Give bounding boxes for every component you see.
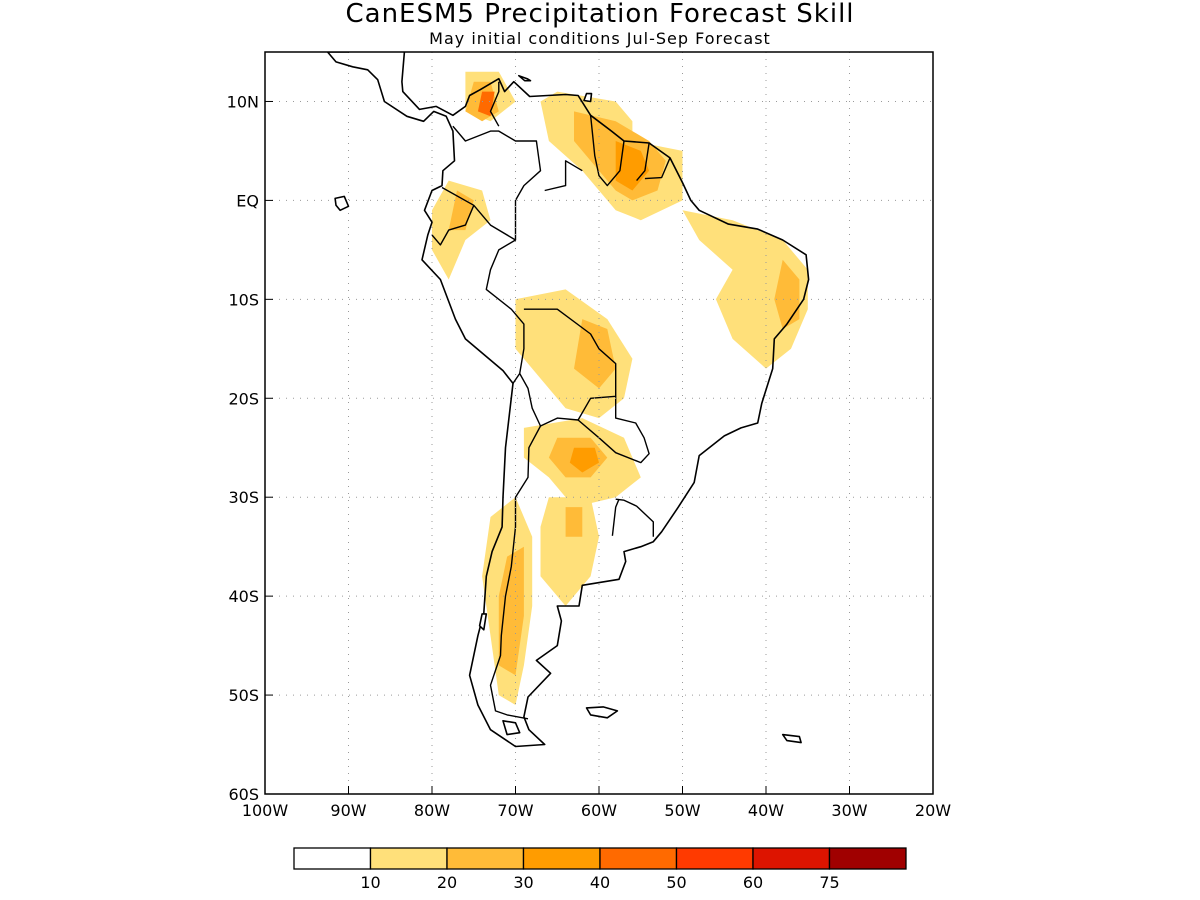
legend-swatch [675,847,754,870]
grid-lines [265,52,933,794]
x-tick-label: 30W [831,801,867,820]
island-outline [517,74,532,82]
x-tick-label: 90W [330,801,366,820]
legend-swatch [522,847,601,870]
skill-area-10 [515,289,633,419]
skill-area-20 [774,259,800,329]
x-tick-label: 70W [497,801,533,820]
y-tick-label: 30S [228,488,259,507]
coastline-layer [326,52,810,748]
y-tick-label: 40S [228,587,259,606]
country-border [577,396,650,464]
x-tick-label: 20W [915,801,951,820]
skill-area-20 [565,507,583,537]
country-border [485,239,525,384]
island-outline [334,195,350,212]
skill-area-30 [569,447,599,473]
skill-area-10 [540,497,599,606]
country-borders [431,81,671,720]
y-tick-label: 10S [228,290,259,309]
colorbar-legend: 10 20 30 40 50 60 75 [293,847,907,892]
island-outline [478,613,488,631]
map-subtitle: May initial conditions Jul-Sep Forecast [429,29,771,48]
legend-swatch [828,847,907,870]
legend-label: 30 [513,873,533,892]
country-border [644,157,671,180]
island-outline [585,706,619,719]
country-border [615,498,654,537]
country-border [489,81,500,127]
x-tick-label: 40W [748,801,784,820]
skill-area-20 [574,319,616,389]
country-border [611,498,620,536]
x-tick-label: 60W [581,801,617,820]
island-outline [781,733,802,744]
country-border [489,425,542,720]
y-tick-label: 10N [227,92,259,111]
country-border [589,115,625,187]
x-tick-label: 50W [664,801,700,820]
legend-swatch [293,847,372,870]
country-border [441,125,542,241]
legend-label: 50 [666,873,686,892]
skill-area-10 [682,210,808,369]
legend-label: 40 [590,873,610,892]
x-tick-label: 80W [414,801,450,820]
legend-label: 75 [819,873,839,892]
island-outline [502,719,521,736]
x-tick-label: 100W [242,801,289,820]
country-border [519,308,617,427]
legend-swatch [369,847,448,870]
skill-area-30 [615,141,650,191]
island-outline [583,92,593,103]
country-border [544,160,583,192]
legend-swatch [752,847,831,870]
legend-swatch [446,847,525,870]
y-tick-label: 50S [228,686,259,705]
country-border [636,142,650,182]
longitude-ticks: 100W 90W 80W 70W 60W 50W 40W 30W 20W [242,786,951,820]
y-tick-label: 60S [228,785,259,804]
y-tick-label: EQ [236,191,259,210]
country-border [431,205,475,246]
latitude-ticks: 10N EQ 10S 20S 30S 40S 50S 60S [227,92,273,804]
legend-label: 10 [360,873,380,892]
map-title: CanESM5 Precipitation Forecast Skill [345,0,854,29]
y-tick-label: 20S [228,389,259,408]
coastline [326,52,810,748]
legend-swatch [599,847,678,870]
legend-label: 60 [743,873,763,892]
legend-label: 20 [437,873,457,892]
map-area [265,52,933,794]
skill-area-20 [498,546,524,676]
